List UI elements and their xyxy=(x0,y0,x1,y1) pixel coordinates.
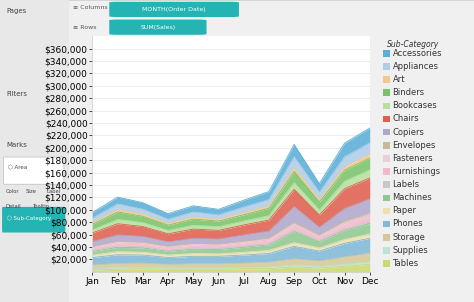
Text: Pages: Pages xyxy=(7,8,27,14)
Bar xyxy=(383,103,390,109)
Text: ≡ Columns: ≡ Columns xyxy=(73,5,108,11)
Text: Machines: Machines xyxy=(392,193,432,202)
Text: Labels: Labels xyxy=(392,180,419,189)
Bar xyxy=(383,182,390,188)
Text: Phones: Phones xyxy=(392,220,423,228)
Bar xyxy=(383,208,390,214)
Bar xyxy=(383,168,390,175)
Bar xyxy=(383,260,390,267)
Text: Appliances: Appliances xyxy=(392,62,438,71)
Bar xyxy=(383,234,390,241)
Text: Fasteners: Fasteners xyxy=(392,154,433,163)
Bar xyxy=(383,129,390,136)
Text: Tables: Tables xyxy=(392,259,419,268)
Bar xyxy=(383,63,390,70)
FancyBboxPatch shape xyxy=(109,2,239,17)
Text: Label: Label xyxy=(47,189,61,194)
FancyBboxPatch shape xyxy=(3,157,64,184)
Text: Envelopes: Envelopes xyxy=(392,141,436,150)
Bar xyxy=(383,76,390,83)
Text: Supplies: Supplies xyxy=(392,246,428,255)
Text: Accessories: Accessories xyxy=(392,49,442,58)
Bar xyxy=(383,116,390,122)
Text: Storage: Storage xyxy=(392,233,425,242)
Text: ≡ Rows: ≡ Rows xyxy=(73,25,96,30)
FancyBboxPatch shape xyxy=(2,207,65,233)
Text: ⬡ Sub-Category: ⬡ Sub-Category xyxy=(7,216,51,221)
Bar xyxy=(383,194,390,201)
Text: Binders: Binders xyxy=(392,88,425,97)
Text: SUM(Sales): SUM(Sales) xyxy=(140,25,175,30)
Text: Tooltip: Tooltip xyxy=(33,204,50,209)
Text: Furnishings: Furnishings xyxy=(392,167,441,176)
Text: MONTH(Order Date): MONTH(Order Date) xyxy=(142,7,206,12)
Bar xyxy=(383,221,390,227)
Text: Bookcases: Bookcases xyxy=(392,101,437,110)
Bar xyxy=(383,89,390,96)
Text: ⬡ Area: ⬡ Area xyxy=(8,165,27,170)
Text: Marks: Marks xyxy=(7,142,28,148)
Bar xyxy=(383,142,390,149)
Text: Size: Size xyxy=(26,189,37,194)
Text: Art: Art xyxy=(392,75,405,84)
Text: Paper: Paper xyxy=(392,206,417,215)
Bar xyxy=(383,50,390,57)
FancyBboxPatch shape xyxy=(109,20,207,35)
Text: Chairs: Chairs xyxy=(392,114,419,124)
Text: Detail: Detail xyxy=(6,204,21,209)
Bar xyxy=(383,155,390,162)
Text: Copiers: Copiers xyxy=(392,127,424,137)
Text: Filters: Filters xyxy=(7,91,28,97)
Bar xyxy=(383,247,390,254)
Text: Color: Color xyxy=(6,189,19,194)
Text: Sub-Category: Sub-Category xyxy=(387,40,439,49)
